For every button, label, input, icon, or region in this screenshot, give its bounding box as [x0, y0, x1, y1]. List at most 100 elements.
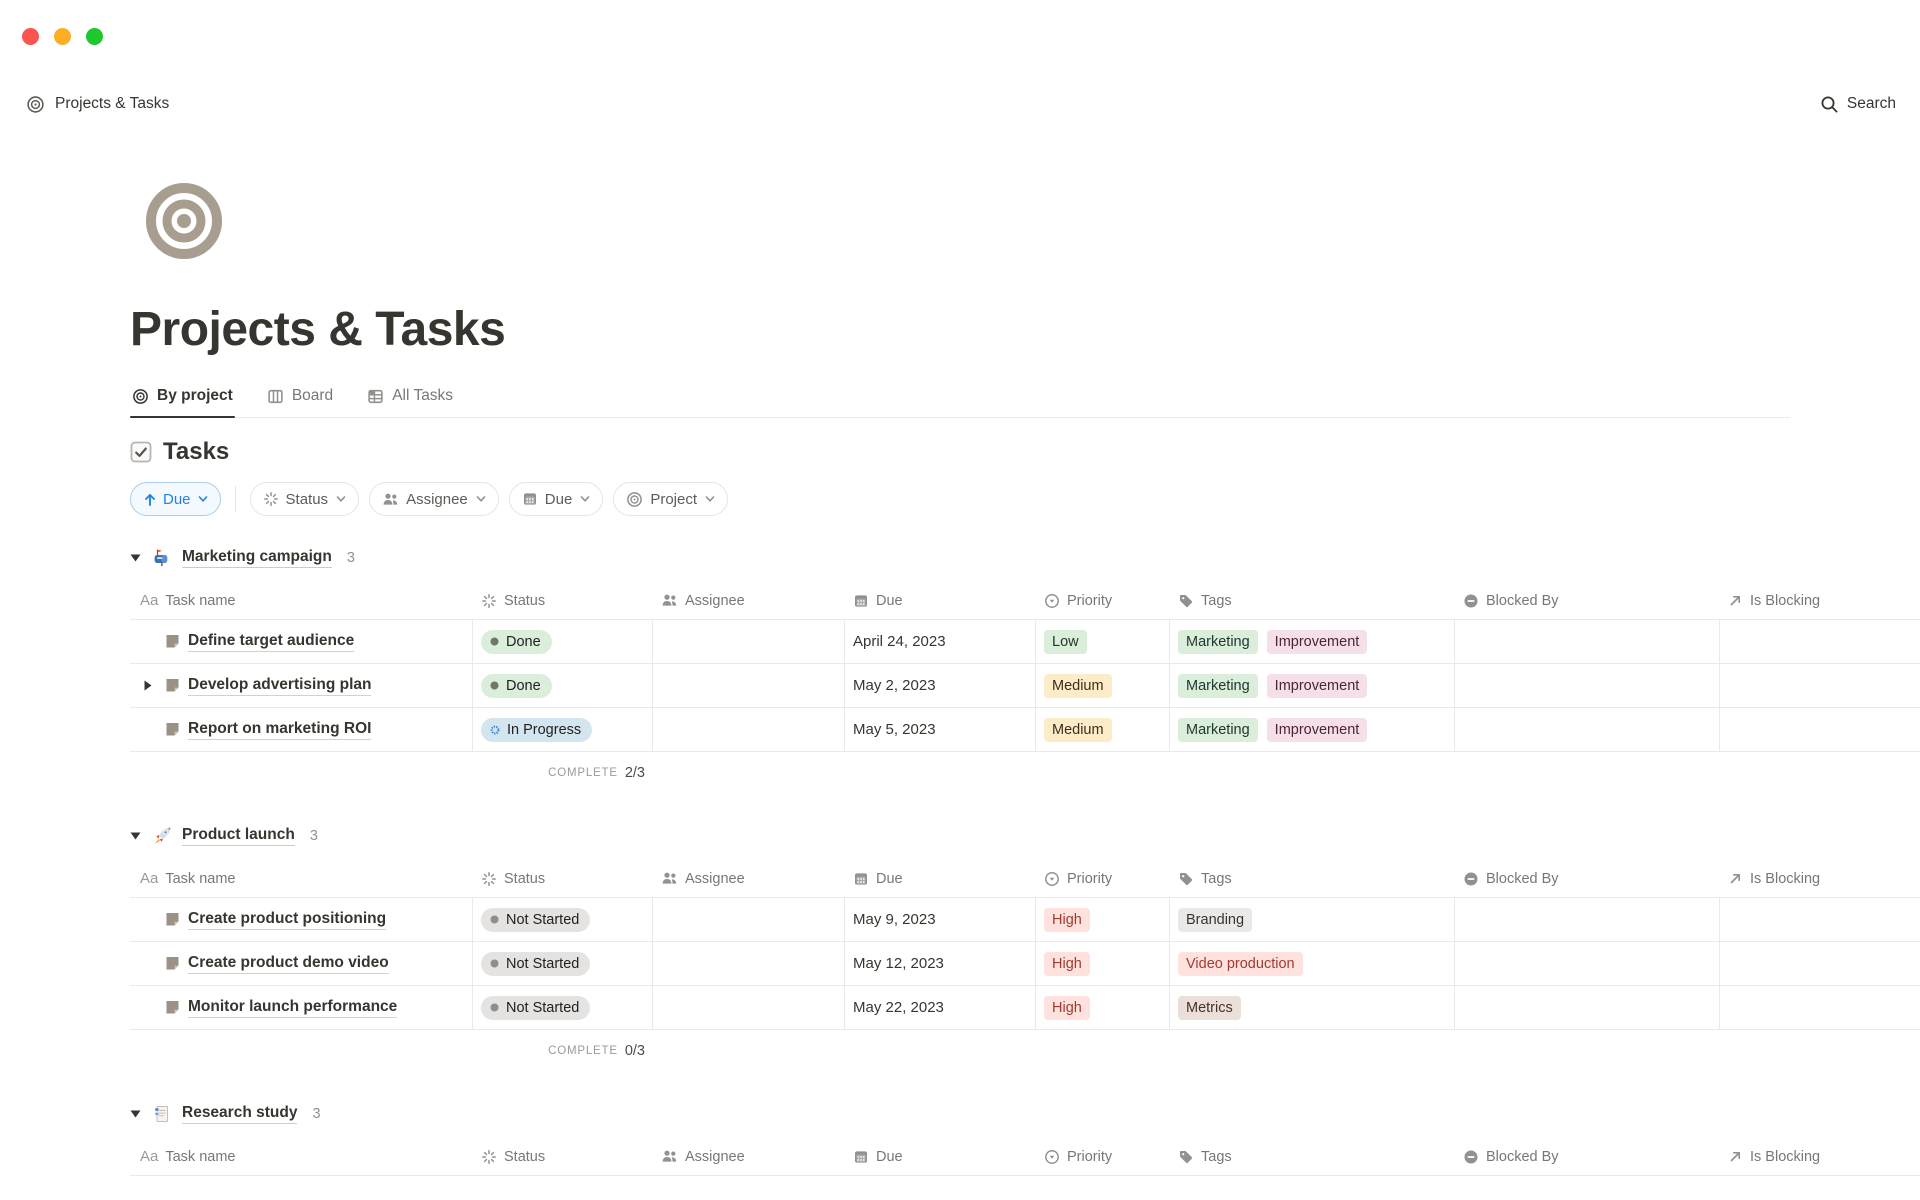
is-blocking-cell[interactable] — [1720, 898, 1920, 941]
task-name[interactable]: Report on marketing ROI — [188, 719, 372, 740]
column-header-status[interactable]: Status — [473, 1149, 653, 1165]
assignee-cell[interactable] — [653, 708, 845, 751]
column-header-due[interactable]: Due — [845, 1149, 1036, 1165]
due-cell[interactable]: May 2, 2023 — [845, 664, 1036, 707]
blocked-by-cell[interactable] — [1455, 620, 1720, 663]
column-header-status[interactable]: Status — [473, 593, 653, 609]
tab-board[interactable]: Board — [265, 383, 335, 417]
task-name[interactable]: Create product positioning — [188, 909, 387, 930]
column-header-blocked-by[interactable]: Blocked By — [1455, 593, 1720, 609]
breadcrumb[interactable]: Projects & Tasks — [26, 95, 169, 114]
priority-pill[interactable]: Low — [1044, 629, 1087, 654]
column-header-priority[interactable]: Priority — [1036, 871, 1170, 887]
priority-pill[interactable]: High — [1044, 995, 1090, 1020]
is-blocking-cell[interactable] — [1720, 942, 1920, 985]
due-cell[interactable]: May 9, 2023 — [845, 898, 1036, 941]
tags-cell[interactable]: Branding — [1170, 898, 1455, 941]
assignee-cell[interactable] — [653, 986, 845, 1029]
column-header-tags[interactable]: Tags — [1170, 1149, 1455, 1165]
group-name[interactable]: Product launch — [182, 826, 295, 846]
zoom-button[interactable] — [86, 28, 103, 45]
status-cell[interactable]: Not Started — [473, 986, 653, 1029]
status-pill[interactable]: Not Started — [481, 995, 591, 1020]
priority-cell[interactable]: Low — [1036, 620, 1170, 663]
tag-pill[interactable]: Improvement — [1266, 717, 1368, 742]
tag-pill[interactable]: Improvement — [1266, 629, 1368, 654]
complete-calc[interactable]: COMPLETE 2/3 — [130, 752, 653, 794]
filter-chip-status[interactable]: Status — [249, 482, 360, 516]
column-header-is-blocking[interactable]: Is Blocking — [1720, 593, 1920, 609]
priority-pill[interactable]: Medium — [1044, 673, 1112, 698]
collapse-toggle[interactable] — [130, 554, 142, 562]
column-header-is-blocking[interactable]: Is Blocking — [1720, 871, 1920, 887]
column-header-blocked-by[interactable]: Blocked By — [1455, 1149, 1720, 1165]
tag-pill[interactable]: Metrics — [1178, 995, 1241, 1020]
search-button[interactable]: Search — [1820, 95, 1896, 114]
is-blocking-cell[interactable] — [1720, 708, 1920, 751]
task-name[interactable]: Monitor launch performance — [188, 997, 398, 1018]
column-header-due[interactable]: Due — [845, 593, 1036, 609]
status-cell[interactable]: Not Started — [473, 942, 653, 985]
blocked-by-cell[interactable] — [1455, 942, 1720, 985]
task-name-cell[interactable]: Monitor launch performance — [130, 986, 473, 1029]
collapse-toggle[interactable] — [130, 1110, 142, 1118]
task-name-cell[interactable]: Report on marketing ROI — [130, 708, 473, 751]
is-blocking-cell[interactable] — [1720, 664, 1920, 707]
tag-pill[interactable]: Branding — [1178, 907, 1253, 932]
column-header-task-name[interactable]: Aa Task name — [140, 870, 236, 887]
column-header-tags[interactable]: Tags — [1170, 871, 1455, 887]
status-pill[interactable]: Not Started — [481, 951, 591, 976]
column-header-task-name[interactable]: Aa Task name — [140, 1148, 236, 1165]
tags-cell[interactable]: Marketing Improvement — [1170, 708, 1455, 751]
status-cell[interactable]: Not Started — [473, 898, 653, 941]
priority-pill[interactable]: Medium — [1044, 717, 1112, 742]
due-cell[interactable]: May 22, 2023 — [845, 986, 1036, 1029]
tags-cell[interactable]: Marketing Improvement — [1170, 620, 1455, 663]
tab-all-tasks[interactable]: All Tasks — [365, 383, 455, 417]
page-title[interactable]: Projects & Tasks — [130, 303, 506, 356]
blocked-by-cell[interactable] — [1455, 898, 1720, 941]
tag-pill[interactable]: Video production — [1178, 951, 1303, 976]
assignee-cell[interactable] — [653, 664, 845, 707]
priority-cell[interactable]: High — [1036, 898, 1170, 941]
status-pill[interactable]: In Progress — [481, 717, 593, 742]
due-cell[interactable]: May 5, 2023 — [845, 708, 1036, 751]
group-name[interactable]: Research study — [182, 1104, 298, 1124]
task-name[interactable]: Define target audience — [188, 631, 355, 652]
tab-by-project[interactable]: By project — [130, 383, 235, 418]
status-pill[interactable]: Done — [481, 629, 552, 654]
expand-toggle[interactable] — [136, 680, 160, 691]
column-header-assignee[interactable]: Assignee — [653, 592, 845, 609]
tag-pill[interactable]: Marketing — [1178, 673, 1258, 698]
sort-chip-due[interactable]: Due — [130, 482, 221, 516]
is-blocking-cell[interactable] — [1720, 986, 1920, 1029]
close-button[interactable] — [22, 28, 39, 45]
section-title[interactable]: Tasks — [163, 438, 230, 465]
priority-pill[interactable]: High — [1044, 951, 1090, 976]
tags-cell[interactable]: Video production — [1170, 942, 1455, 985]
column-header-blocked-by[interactable]: Blocked By — [1455, 871, 1720, 887]
column-header-assignee[interactable]: Assignee — [653, 870, 845, 887]
column-header-is-blocking[interactable]: Is Blocking — [1720, 1149, 1920, 1165]
complete-calc[interactable]: COMPLETE 0/3 — [130, 1030, 653, 1072]
task-name-cell[interactable]: Define target audience — [130, 620, 473, 663]
column-header-task-name[interactable]: Aa Task name — [140, 592, 236, 609]
task-name-cell[interactable]: Develop advertising plan — [130, 664, 473, 707]
page-icon[interactable] — [145, 182, 223, 260]
tag-pill[interactable]: Marketing — [1178, 629, 1258, 654]
column-header-priority[interactable]: Priority — [1036, 593, 1170, 609]
task-name-cell[interactable]: Create product demo video — [130, 942, 473, 985]
priority-cell[interactable]: High — [1036, 942, 1170, 985]
priority-cell[interactable]: Medium — [1036, 664, 1170, 707]
column-header-assignee[interactable]: Assignee — [653, 1148, 845, 1165]
due-cell[interactable]: May 12, 2023 — [845, 942, 1036, 985]
status-cell[interactable]: Done — [473, 664, 653, 707]
column-header-priority[interactable]: Priority — [1036, 1149, 1170, 1165]
blocked-by-cell[interactable] — [1455, 986, 1720, 1029]
task-name[interactable]: Create product demo video — [188, 953, 389, 974]
collapse-toggle[interactable] — [130, 832, 142, 840]
priority-cell[interactable]: Medium — [1036, 708, 1170, 751]
filter-chip-due[interactable]: Due — [508, 482, 604, 516]
status-pill[interactable]: Not Started — [481, 907, 591, 932]
tags-cell[interactable]: Metrics — [1170, 986, 1455, 1029]
